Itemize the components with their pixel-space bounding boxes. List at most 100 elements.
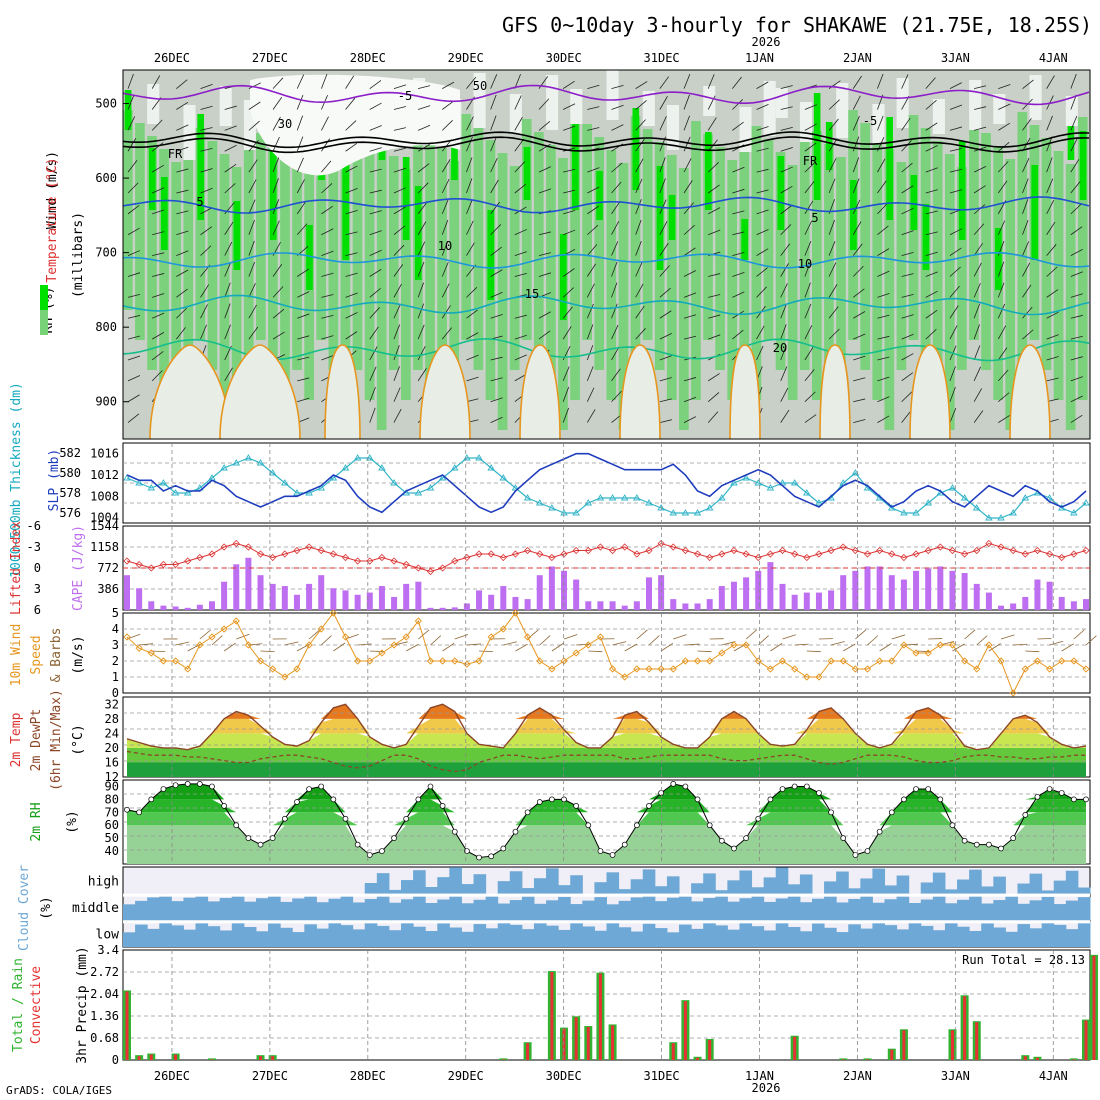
rh-marker [379,848,385,854]
wind-barb [441,199,449,215]
wind10m-barb [406,643,419,652]
wind-barb [514,95,522,110]
cape-bar [767,562,774,610]
thickness-marker [790,479,799,486]
wind-barb [732,231,745,236]
cloud-middle-bar [618,900,632,921]
rh-marker [221,802,227,809]
wind-barb [152,187,165,194]
wind10m-barb [284,641,299,646]
lifted-index-markers [123,539,1090,576]
cloud-high-bar [618,889,632,894]
wind-barb [345,231,358,236]
precip-conv-bar [259,1056,263,1060]
wind-barb [925,271,938,277]
rh-high-column [402,157,410,240]
wind-barb [901,410,912,423]
cape-bar [172,606,179,610]
wind-barb [248,219,255,235]
rh-marker [646,802,652,809]
cloud-middle-bar [1005,896,1018,921]
wind10m-marker [645,665,653,673]
wind-barb [708,314,721,319]
cloud-high-bar [751,887,765,894]
cloud-middle-bar [437,899,450,921]
wind-barb [586,303,594,319]
rh-marker [609,852,616,858]
wind-barb [804,369,815,382]
wind-barb [152,312,165,319]
wind-barb [1070,73,1077,89]
wind-barb [248,120,260,131]
cloud-high-bar [364,883,378,894]
rh-marker [281,815,288,822]
thickness-marker [718,494,726,501]
cloud-middle-bar [546,900,559,921]
wind10m-marker [523,633,532,641]
cloud-low-bar [135,924,148,947]
cape-bar [670,599,677,610]
cape-bar [743,577,750,610]
rh-band [127,783,1086,800]
li-marker [1058,553,1066,562]
temp-tick-label: 24 [105,726,119,740]
wind-barb [587,186,600,194]
cloud-middle-bar [425,903,438,921]
wind-barb [321,228,334,236]
rh-marker [913,786,919,792]
rh-column [352,117,363,370]
wind-barb [224,262,232,277]
wind10m-barb [1085,635,1097,646]
wind-barb [732,329,744,340]
wind-barb [853,333,866,340]
cloud-high-bar [703,873,716,894]
wind-barb [200,284,209,298]
thickness-marker [730,479,738,486]
rh2m-fill [127,783,1086,864]
wind-barb [127,160,138,173]
cloud-high-bar [388,889,402,894]
cloud-middle-bar [1041,896,1055,921]
li-marker [778,546,787,555]
wind-barb [345,75,355,89]
li-marker [366,557,374,565]
rh-column [231,167,242,430]
legend-convective: Convective [29,966,44,1044]
wind-barb [393,366,400,381]
wind-barb [853,419,866,423]
wind-barb [949,305,959,319]
cloud-low-bar [787,927,801,947]
wind-barb [562,326,572,340]
cape-bar [791,594,798,610]
wind-barb [466,157,473,173]
rh-marker [476,854,482,861]
rh-marker [124,806,130,813]
rh-marker [779,786,786,792]
wind10m-barb [624,643,638,652]
wind-barb [973,282,981,298]
wind-barb [562,306,573,319]
rh-marker [755,815,762,822]
rh-column [884,149,895,430]
cape-bar [706,599,713,610]
cloud-low-bar [848,924,861,947]
wind-barb [538,231,552,236]
rh-high-column [958,141,966,240]
wind-barb [852,115,860,131]
cloud-low-bar [328,920,342,947]
wind-barb [538,272,552,277]
wind-barb [369,307,380,319]
wind10m-marker [584,641,592,649]
rh-marker [439,802,446,809]
ylabel-speed: Speed [29,635,44,674]
wind-barb [635,119,646,131]
rh-column [799,118,810,370]
wind-barb [393,264,404,277]
temperature-contour [123,131,1090,149]
rh-low-patch [570,89,583,124]
thickness-marker [1057,504,1066,511]
temperature-contour [123,84,1090,106]
rh-high-column [572,113,579,210]
wind10m-marker [621,673,629,681]
wind10m-barb [988,643,1001,652]
